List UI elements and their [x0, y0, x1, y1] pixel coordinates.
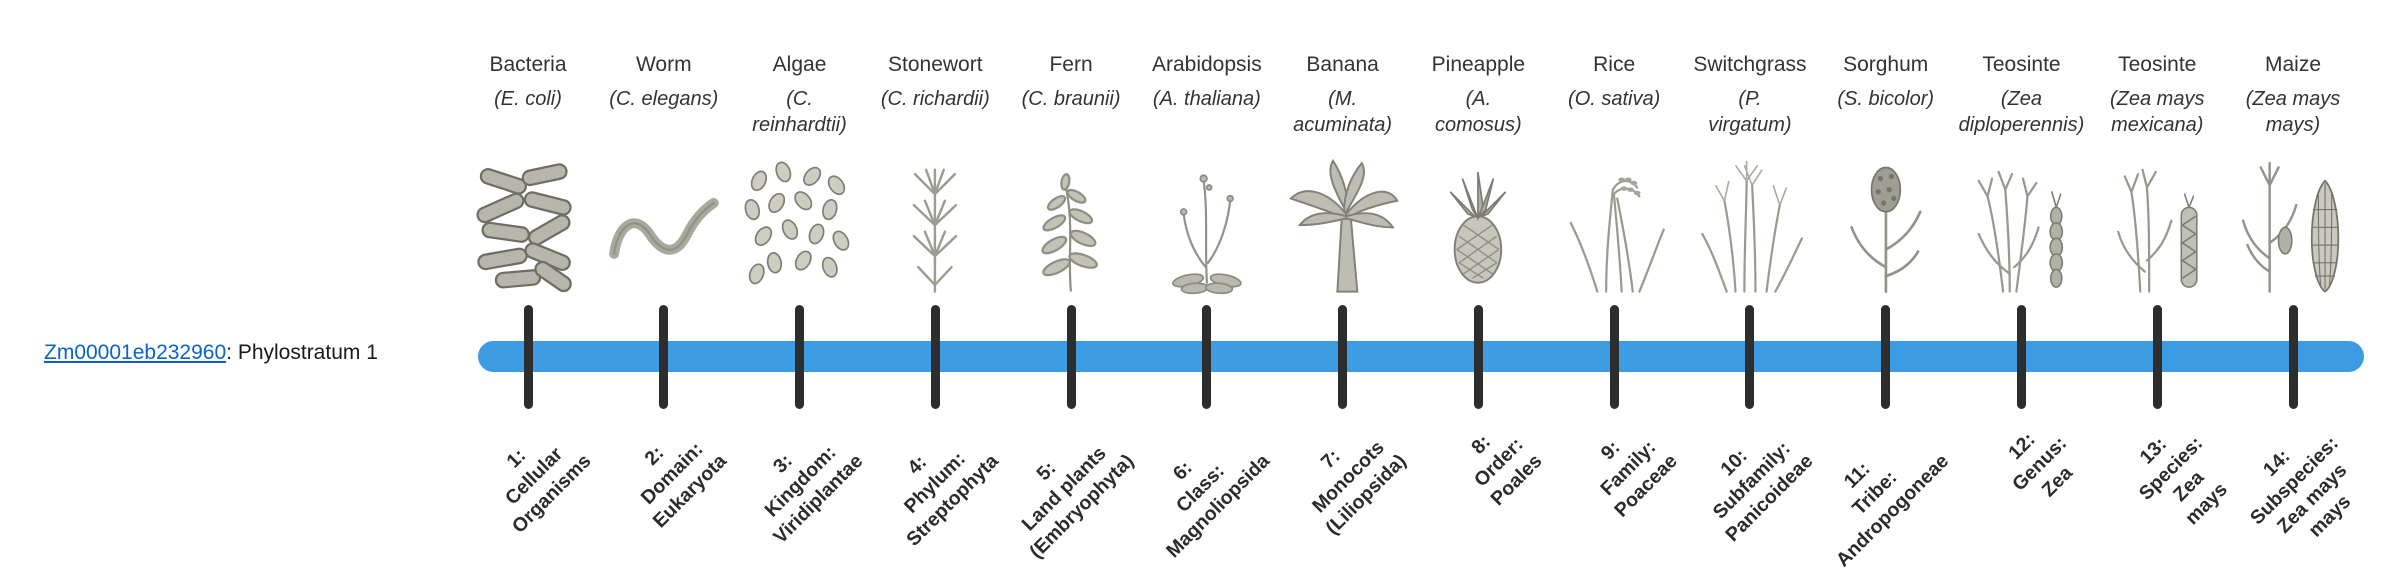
worm-icon [589, 144, 739, 296]
organism-name: Sorghum [1843, 53, 1929, 76]
timeline-tick [1745, 305, 1755, 409]
organism-column: Rice (O. sativa) [1539, 52, 1689, 296]
phylostratum-label: 7: Monocots (Liliopsida) [1307, 436, 1411, 540]
organism-scientific-name: (S. bicolor) [1837, 88, 1935, 111]
organism-scientific-name: (Zea diploperennis) [1958, 88, 2085, 137]
organism-name: Teosinte [1982, 53, 2061, 76]
organism-scientific-name: (P. virgatum) [1708, 88, 1792, 137]
timeline-bar [478, 341, 2364, 372]
organism-name: Pineapple [1431, 53, 1526, 76]
organism-scientific-name: (C. elegans) [609, 88, 719, 111]
phylostratum-label: 11: Tribe: Andropogoneae [1831, 449, 1954, 572]
teosinte2-icon [2082, 144, 2232, 296]
pineapple-icon [1403, 144, 1553, 296]
organism-column: Banana (M. acuminata) [1268, 52, 1418, 296]
organism-name: Maize [2264, 53, 2322, 76]
organism-scientific-name: (E. coli) [494, 88, 562, 111]
organism-name: Rice [1593, 53, 1636, 76]
banana-icon [1268, 144, 1418, 296]
phylostratum-text: : Phylostratum 1 [226, 341, 378, 364]
timeline-tick [1202, 305, 1212, 409]
phylostratum-label: 1: Cellular Organisms [501, 443, 596, 538]
organism-name: Teosinte [2118, 53, 2197, 76]
arabidopsis-icon [1132, 144, 1282, 296]
organism-column: Pineapple (A. comosus) [1403, 52, 1553, 296]
organism-name: Switchgrass [1693, 53, 1807, 76]
sorghum-icon [1811, 144, 1961, 296]
timeline-tick [2016, 305, 2026, 409]
organism-column: Teosinte (Zea diploperennis) [1946, 52, 2096, 296]
timeline-tick [659, 305, 669, 409]
timeline-tick [1473, 305, 1483, 409]
organism-scientific-name: (C. braunii) [1021, 88, 1121, 111]
timeline-tick [930, 305, 940, 409]
phylostratum-label: 9: Family: Poaceae [1596, 436, 1682, 522]
phylostratum-label: 3: Kingdom: Viridiplantae [760, 441, 868, 549]
phylostratum-label: 8: Order: Poales [1466, 430, 1546, 511]
organism-column: Arabidopsis (A. thaliana) [1132, 52, 1282, 296]
timeline-tick [1609, 305, 1619, 409]
organism-scientific-name: (O. sativa) [1568, 88, 1661, 111]
organism-scientific-name: (A. comosus) [1435, 88, 1522, 137]
organism-scientific-name: (A. thaliana) [1152, 88, 1261, 111]
organism-column: Bacteria (E. coli) [453, 52, 603, 296]
organism-column: Stonewort (C. richardii) [860, 52, 1010, 296]
organism-scientific-name: (Zea mays mexicana) [2110, 88, 2205, 137]
organism-column: Fern (C. braunii) [996, 52, 1146, 296]
phylostratum-label: 13: Species: Zea mays [2134, 432, 2232, 530]
organism-scientific-name: (C. reinhardtii) [752, 88, 847, 137]
organism-name: Bacteria [489, 53, 567, 76]
organism-name: Banana [1306, 53, 1379, 76]
organism-scientific-name: (Zea mays mays) [2245, 88, 2341, 137]
gene-id-link[interactable]: Zm00001eb232960 [44, 341, 227, 364]
timeline-tick [2288, 305, 2298, 409]
phylostratum-label: 2: Domain: Eukaryota [637, 438, 732, 533]
organism-column: Teosinte (Zea mays mexicana) [2082, 52, 2232, 296]
phylostratum-label: 14: Subspecies: Zea mays mays [2246, 432, 2356, 542]
organism-scientific-name: (C. richardii) [880, 88, 990, 111]
rice-icon [1539, 144, 1689, 296]
organism-name: Arabidopsis [1151, 53, 1262, 76]
timeline-tick [1066, 305, 1076, 409]
organism-column: Worm (C. elegans) [589, 52, 739, 296]
organism-column: Switchgrass (P. virgatum) [1675, 52, 1825, 296]
timeline-tick [1881, 305, 1891, 409]
teosinte-icon [1946, 144, 2096, 296]
fern-icon [996, 144, 1146, 296]
bacteria-icon [453, 144, 603, 296]
phylostratum-label: 6: Class: Magnoliopsida [1162, 449, 1275, 563]
switchgrass-icon [1675, 144, 1825, 296]
organism-column: Sorghum (S. bicolor) [1811, 52, 1961, 296]
organism-column: Maize (Zea mays mays) [2218, 52, 2368, 296]
timeline-tick [1338, 305, 1348, 409]
stonewort-icon [860, 144, 1010, 296]
phylostratum-label: 10: Subfamily: Panicoideae [1708, 437, 1818, 547]
organism-column: Algae (C. reinhardtii) [725, 52, 875, 296]
phylostratum-label: 5: Land plants (Embryophyta) [1018, 442, 1139, 563]
organism-name: Worm [635, 53, 692, 76]
organism-name: Algae [772, 53, 827, 76]
timeline-tick [795, 305, 805, 409]
phylostratum-label: 12: Genus: Zea [2004, 428, 2078, 502]
maize-icon [2218, 144, 2368, 296]
algae-icon [725, 144, 875, 296]
organism-scientific-name: (M. acuminata) [1293, 88, 1393, 137]
timeline-tick [523, 305, 533, 409]
gene-label: Zm00001eb232960: Phylostratum 1 [44, 341, 378, 365]
timeline-tick [2152, 305, 2162, 409]
organism-name: Stonewort [888, 53, 983, 76]
phylostratum-label: 4: Phylum: Streptophyta [899, 447, 1003, 551]
organism-name: Fern [1049, 53, 1093, 76]
